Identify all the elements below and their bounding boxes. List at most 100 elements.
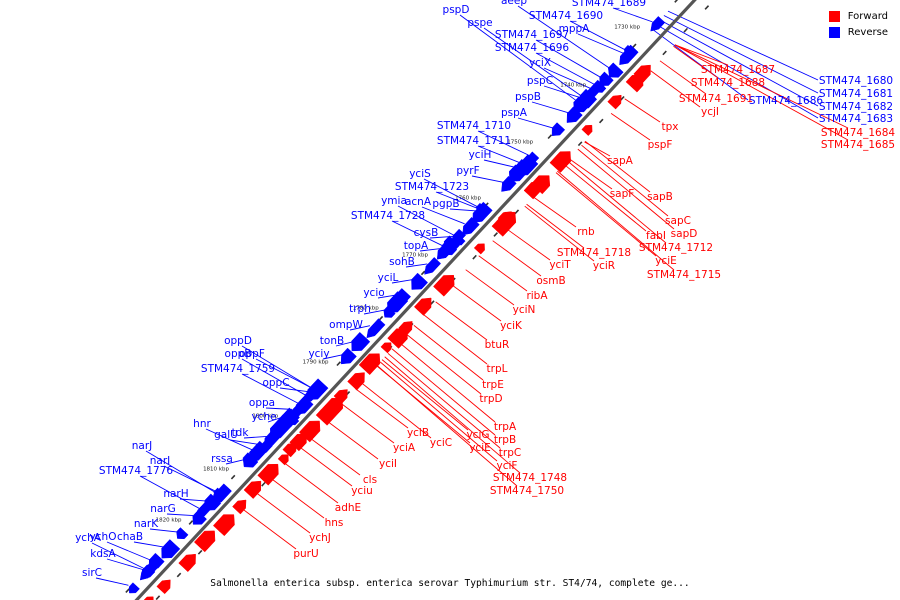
- reverse-gene-feature[interactable]: [411, 272, 429, 290]
- gene-label-stm474-1687[interactable]: STM474_1687: [701, 64, 775, 76]
- forward-gene-feature[interactable]: [387, 328, 408, 349]
- forward-gene-feature[interactable]: [193, 530, 216, 553]
- forward-gene-feature[interactable]: [491, 211, 517, 237]
- gene-label-stm474-1685[interactable]: STM474_1685: [821, 139, 895, 151]
- gene-label-adhe[interactable]: adhE: [335, 502, 361, 514]
- reverse-gene-feature[interactable]: [443, 235, 460, 252]
- gene-label-fabi[interactable]: fabI: [646, 230, 666, 242]
- gene-label-oppb[interactable]: oppB: [225, 348, 252, 360]
- gene-label-narh[interactable]: narH: [163, 488, 188, 500]
- gene-label-nark[interactable]: narK: [134, 518, 159, 530]
- gene-label-stm474-1688[interactable]: STM474_1688: [691, 77, 765, 89]
- gene-label-ycie[interactable]: yciE: [469, 442, 491, 454]
- forward-gene-feature[interactable]: [549, 151, 571, 173]
- reverse-gene-feature[interactable]: [528, 151, 540, 163]
- gene-label-tpx[interactable]: tpx: [662, 121, 679, 133]
- gene-label-pgpb[interactable]: pgpB: [432, 198, 459, 210]
- forward-gene-feature[interactable]: [347, 372, 365, 391]
- reverse-gene-feature[interactable]: [340, 347, 357, 365]
- reverse-gene-feature[interactable]: [387, 291, 409, 313]
- forward-gene-feature[interactable]: [277, 454, 289, 466]
- forward-gene-feature[interactable]: [178, 553, 196, 573]
- reverse-gene-feature[interactable]: [424, 257, 442, 275]
- reverse-gene-feature[interactable]: [623, 44, 638, 58]
- gene-label-ycib[interactable]: yciB: [407, 427, 429, 439]
- gene-label-cls[interactable]: cls: [363, 474, 377, 486]
- gene-label-ycis[interactable]: yciS: [409, 168, 431, 180]
- gene-label-pspf[interactable]: pspF: [648, 139, 673, 151]
- gene-label-stm474-1750[interactable]: STM474_1750: [490, 485, 564, 497]
- forward-gene-feature[interactable]: [473, 243, 485, 255]
- reverse-gene-feature[interactable]: [311, 383, 325, 398]
- gene-label-hnr[interactable]: hnr: [193, 418, 211, 430]
- gene-label-stm474-1718[interactable]: STM474_1718: [557, 247, 631, 259]
- gene-label-stm474-1696[interactable]: STM474_1696: [495, 42, 569, 54]
- gene-label-yciu[interactable]: yciu: [351, 485, 373, 497]
- gene-label-ycji[interactable]: ycjI: [701, 106, 719, 118]
- gene-label-topa[interactable]: topA: [404, 240, 429, 252]
- reverse-gene-feature[interactable]: [128, 582, 140, 594]
- gene-label-kdsa[interactable]: kdsA: [90, 548, 116, 560]
- reverse-gene-feature[interactable]: [161, 539, 181, 559]
- gene-label-stm474-1710[interactable]: STM474_1710: [437, 120, 511, 132]
- forward-gene-feature[interactable]: [212, 514, 235, 537]
- gene-label-ycin[interactable]: yciN: [513, 304, 536, 316]
- gene-label-ycif[interactable]: yciF: [497, 460, 518, 472]
- reverse-gene-feature[interactable]: [280, 407, 300, 428]
- forward-gene-feature[interactable]: [243, 480, 262, 499]
- gene-label-trpc[interactable]: trpC: [499, 447, 521, 459]
- gene-label-nari[interactable]: narI: [150, 455, 171, 467]
- gene-label-ycil[interactable]: yciL: [378, 272, 399, 284]
- reverse-gene-feature[interactable]: [650, 16, 666, 32]
- gene-label-pspb[interactable]: pspB: [515, 91, 541, 103]
- gene-label-acna[interactable]: acnA: [405, 196, 432, 208]
- gene-label-trpe[interactable]: trpE: [482, 379, 504, 391]
- gene-label-trph[interactable]: trph: [349, 303, 371, 315]
- reverse-gene-feature[interactable]: [594, 80, 607, 93]
- gene-label-puru[interactable]: purU: [293, 548, 318, 560]
- gene-label-stm474-1689[interactable]: STM474_1689: [572, 0, 646, 9]
- gene-label-pspd[interactable]: pspD: [443, 4, 470, 16]
- gene-label-ompw[interactable]: ompW: [329, 319, 363, 331]
- gene-label-narg[interactable]: narG: [150, 503, 176, 515]
- reverse-gene-feature[interactable]: [366, 318, 386, 339]
- gene-label-sapb[interactable]: sapB: [647, 191, 673, 203]
- reverse-gene-feature[interactable]: [195, 501, 213, 519]
- gene-label-aeep[interactable]: aeep: [501, 0, 527, 7]
- gene-label-ycha[interactable]: ychA: [75, 532, 102, 544]
- gene-label-stm474-1690[interactable]: STM474_1690: [529, 10, 603, 22]
- gene-label-oppc[interactable]: oppC: [262, 377, 289, 389]
- gene-label-stm474-1728[interactable]: STM474_1728: [351, 210, 425, 222]
- reverse-gene-feature[interactable]: [304, 390, 316, 402]
- gene-label-sapc[interactable]: sapC: [665, 215, 691, 227]
- forward-gene-feature[interactable]: [232, 499, 247, 515]
- gene-label-ymia[interactable]: ymia: [381, 195, 407, 207]
- gene-label-riba[interactable]: ribA: [526, 290, 548, 302]
- reverse-gene-feature[interactable]: [351, 331, 371, 352]
- forward-gene-feature[interactable]: [433, 275, 455, 297]
- reverse-gene-feature[interactable]: [608, 62, 624, 78]
- gene-label-tdk[interactable]: tdk: [232, 427, 250, 439]
- gene-label-stm474-1686[interactable]: STM474_1686: [749, 95, 823, 107]
- reverse-gene-feature[interactable]: [479, 203, 493, 218]
- gene-label-ycig[interactable]: yciG: [466, 429, 489, 441]
- gene-label-ycie[interactable]: yciE: [655, 255, 677, 267]
- gene-label-ychj[interactable]: ychJ: [309, 532, 331, 544]
- gene-label-stm474-1715[interactable]: STM474_1715: [647, 269, 721, 281]
- gene-label-ycho[interactable]: ychO: [90, 531, 117, 543]
- forward-gene-feature[interactable]: [531, 175, 551, 195]
- reverse-gene-feature[interactable]: [509, 164, 527, 182]
- gene-label-stm474-1711[interactable]: STM474_1711: [437, 135, 511, 147]
- forward-gene-feature[interactable]: [156, 579, 171, 595]
- forward-gene-feature[interactable]: [581, 124, 593, 136]
- gene-label-ycix[interactable]: yciX: [529, 57, 551, 69]
- gene-label-yche[interactable]: yche: [251, 411, 276, 423]
- forward-gene-feature[interactable]: [358, 353, 381, 376]
- forward-gene-feature[interactable]: [315, 397, 344, 426]
- gene-label-trpd[interactable]: trpD: [479, 393, 502, 405]
- reverse-gene-feature[interactable]: [551, 122, 566, 136]
- gene-label-stm474-1691[interactable]: STM474_1691: [679, 93, 753, 105]
- gene-label-pspa[interactable]: pspA: [501, 107, 528, 119]
- gene-label-hns[interactable]: hns: [325, 517, 344, 529]
- gene-label-ycia[interactable]: yciA: [393, 442, 416, 454]
